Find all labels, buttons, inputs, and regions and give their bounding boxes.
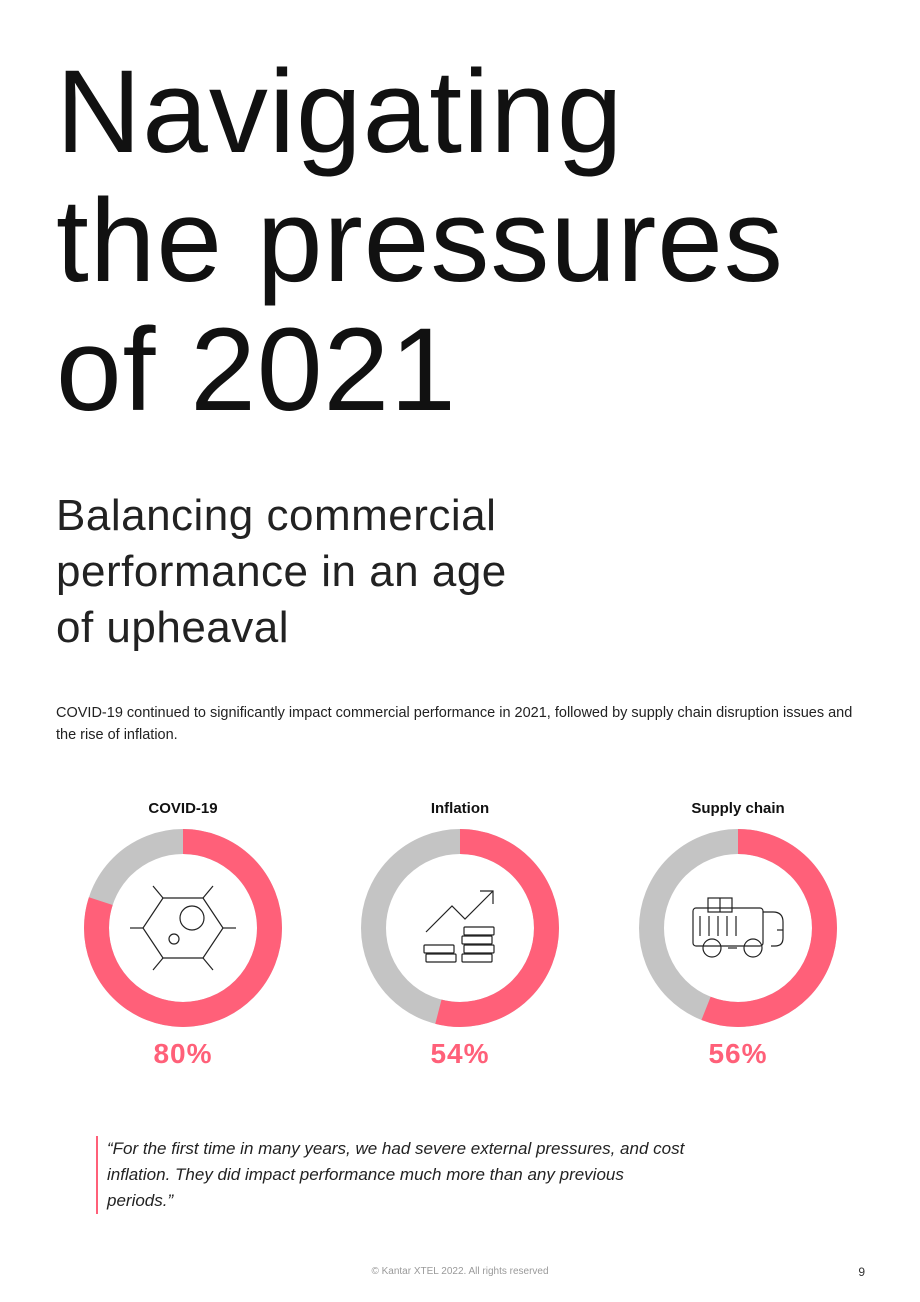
donut-chart-supply-chain: Supply chain 56% bbox=[628, 798, 848, 1070]
title-line-1: Navigating bbox=[56, 46, 624, 178]
subtitle-line-2: performance in an age bbox=[56, 547, 507, 596]
donut-value-arc bbox=[84, 829, 282, 1027]
rising-coins-icon bbox=[423, 890, 495, 963]
donut-value-arc bbox=[361, 829, 559, 1027]
title-line-2: the pressures bbox=[56, 175, 784, 307]
donut-label: Supply chain bbox=[691, 800, 785, 817]
donut-value-label: 80% bbox=[153, 1038, 213, 1069]
title-line-3: of 2021 bbox=[56, 304, 457, 436]
subtitle-line-1: Balancing commercial bbox=[56, 491, 497, 540]
donut-ring bbox=[84, 829, 282, 1027]
intro-paragraph: COVID-19 continued to significantly impa… bbox=[56, 705, 853, 743]
donut-chart-covid: COVID-19 80% bbox=[73, 798, 293, 1070]
donut-chart-inflation: Inflation 54% bbox=[350, 798, 570, 1070]
pull-quote: “For the first time in many years, we ha… bbox=[96, 1136, 687, 1214]
subtitle: Balancing commercial performance in an a… bbox=[56, 488, 507, 656]
page-number: 9 bbox=[858, 1265, 865, 1279]
footer-copyright: © Kantar XTEL 2022. All rights reserved bbox=[371, 1266, 549, 1277]
donut-value-label: 54% bbox=[430, 1038, 490, 1069]
donut-label: Inflation bbox=[430, 800, 490, 817]
donut-value-arc bbox=[639, 829, 837, 1027]
subtitle-line-3: of upheaval bbox=[56, 603, 290, 652]
page-title: Navigating the pressures of 2021 bbox=[56, 48, 784, 435]
donut-ring bbox=[639, 829, 837, 1027]
donut-label: COVID-19 bbox=[148, 800, 218, 817]
virus-icon bbox=[130, 885, 236, 971]
truck-icon bbox=[692, 897, 784, 958]
donut-value-label: 56% bbox=[708, 1038, 768, 1069]
donut-ring bbox=[361, 829, 559, 1027]
